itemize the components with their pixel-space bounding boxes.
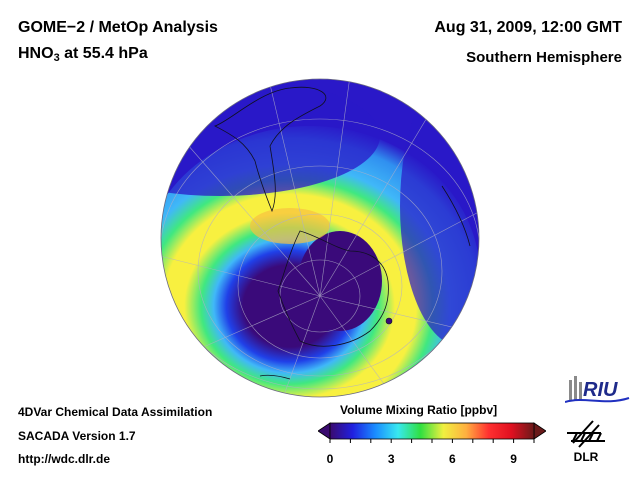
- riu-logo: RIU: [565, 376, 630, 403]
- africa-coast: [441, 185, 471, 247]
- colorbar-min-arrow: [318, 422, 331, 440]
- colorbar-title: Volume Mixing Ratio [ppbv]: [340, 403, 498, 417]
- coastlines: [213, 86, 471, 380]
- colorbar: [318, 422, 546, 443]
- footer-method: 4DVar Chemical Data Assimilation: [18, 405, 213, 419]
- colorbar-tick-label: 9: [510, 452, 517, 466]
- colorbar-bar: [329, 422, 535, 440]
- colorbar-tick-label: 6: [449, 452, 456, 466]
- footer-version: SACADA Version 1.7: [18, 429, 136, 443]
- dlr-logo: DLR: [567, 420, 605, 464]
- date-label: Aug 31, 2009, 12:00 GMT: [434, 19, 622, 36]
- map-title: GOME−2 / MetOp Analysis: [18, 19, 218, 36]
- region-label: Southern Hemisphere: [466, 49, 622, 66]
- low-region-north: [161, 79, 380, 196]
- species-subscript: 3: [53, 52, 60, 64]
- pressure-level: at 55.4 hPa: [59, 45, 148, 62]
- species-name: HNO: [18, 45, 54, 62]
- dlr-emblem-icon: [567, 420, 605, 448]
- globe-outline: [160, 78, 480, 398]
- footer-url[interactable]: http://wdc.dlr.de: [18, 452, 110, 466]
- vortex-core: [298, 231, 382, 331]
- south-america-coast: [213, 86, 327, 213]
- riu-text: RIU: [583, 379, 618, 401]
- antarctica-coast: [277, 230, 389, 347]
- wave-icon: [565, 397, 630, 403]
- marker-dot: [385, 317, 393, 325]
- hemisphere-map: [160, 78, 480, 398]
- australia-coast: [259, 374, 291, 380]
- colorbar-max-arrow: [533, 422, 546, 440]
- low-region-east: [400, 79, 479, 346]
- colorbar-ticks: [329, 439, 535, 443]
- colorbar-tick-label: 0: [326, 452, 334, 466]
- cathedral-icon: [569, 376, 582, 400]
- map-subtitle: HNO3 at 55.4 hPa: [18, 45, 148, 64]
- dlr-text: DLR: [574, 450, 599, 464]
- high-region: [250, 208, 330, 244]
- graticule: [161, 79, 479, 397]
- colorbar-tick-label: 3: [387, 452, 395, 466]
